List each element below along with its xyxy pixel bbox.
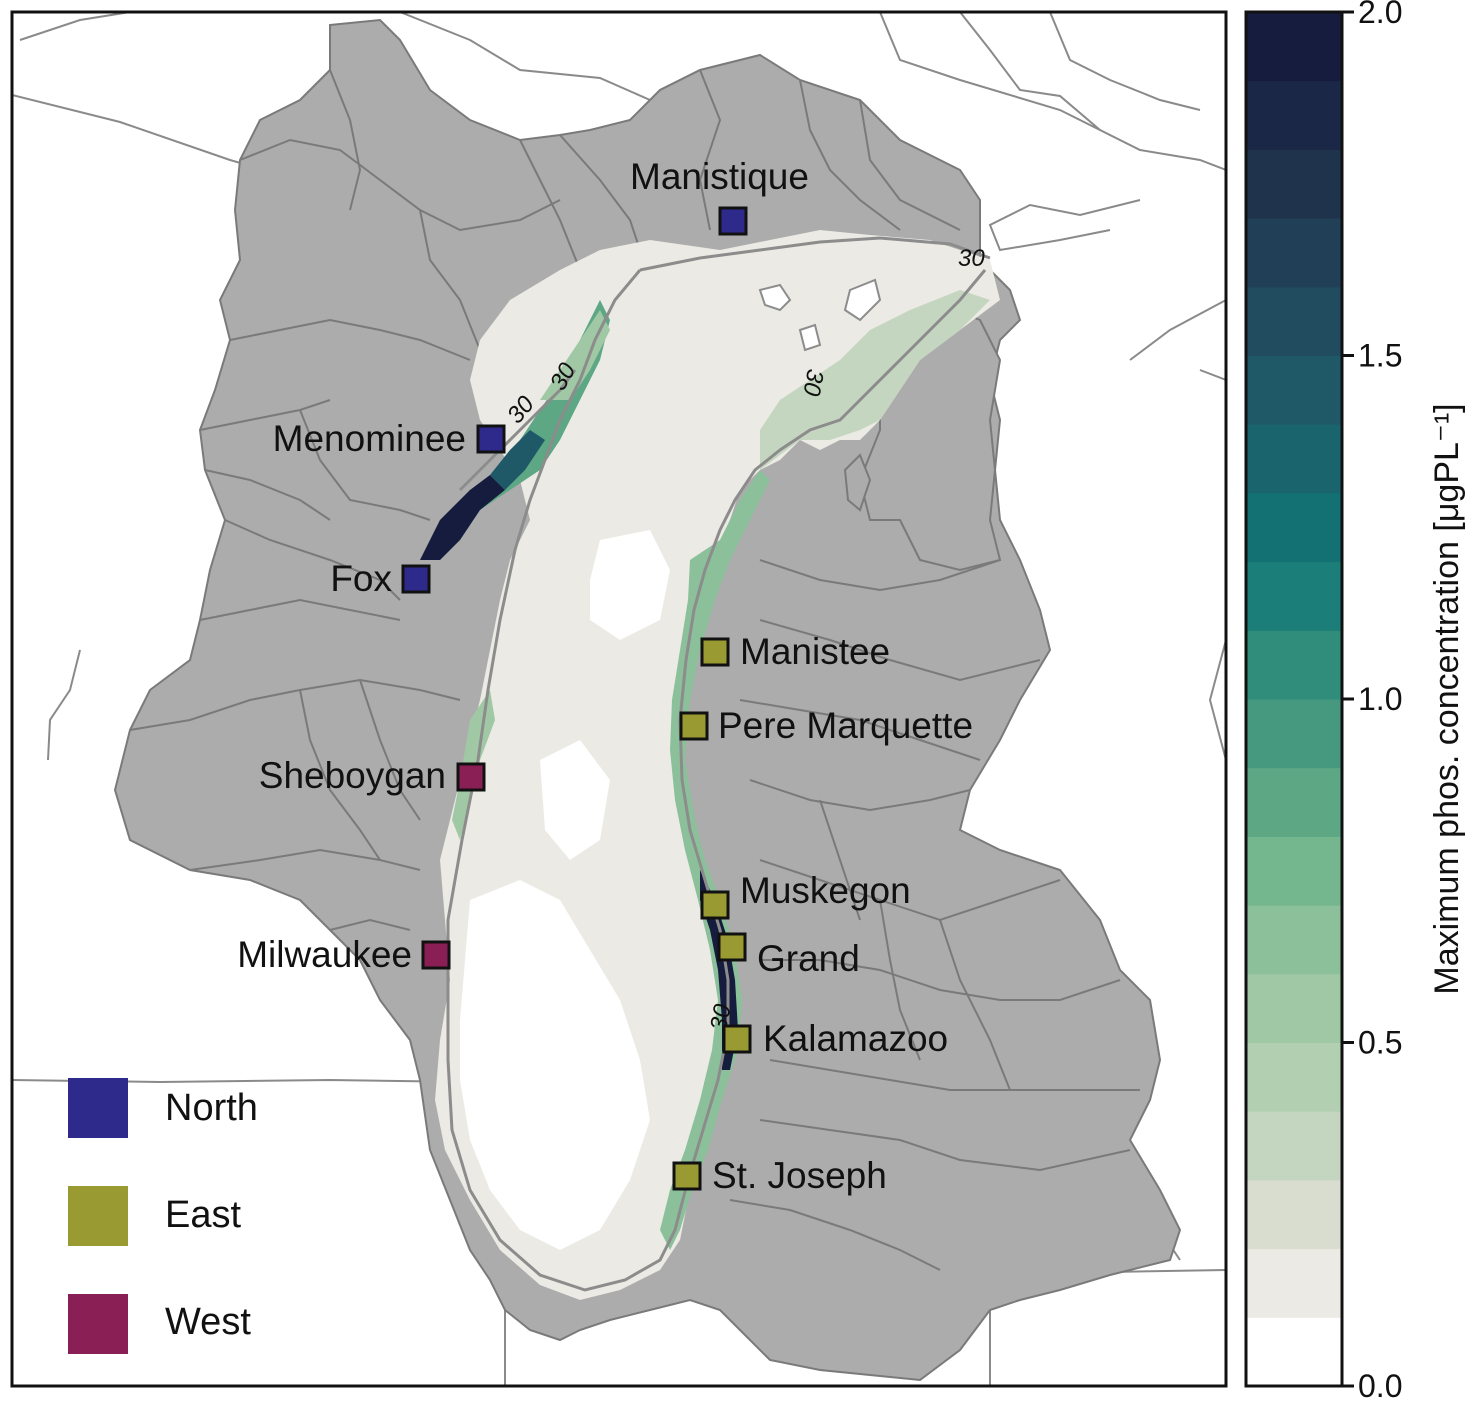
label-sheboygan: Sheboygan [259, 755, 446, 796]
colorbar-level [1246, 1111, 1342, 1181]
colorbar-level [1246, 1317, 1342, 1387]
colorbar-level [1246, 699, 1342, 769]
label-fox: Fox [330, 558, 392, 599]
colorbar-level [1246, 836, 1342, 906]
label-milwaukee: Milwaukee [237, 934, 412, 975]
colorbar-level [1246, 630, 1342, 700]
legend-swatch-north [68, 1078, 128, 1138]
colorbar-level [1246, 218, 1342, 288]
marker-manistique [718, 206, 748, 236]
label-kalamazoo: Kalamazoo [763, 1018, 948, 1059]
marker-muskegon [700, 890, 730, 920]
marker-menominee [476, 424, 506, 454]
colorbar-level [1246, 1179, 1342, 1250]
colorbar-level [1246, 492, 1342, 563]
colorbar-level [1246, 80, 1342, 150]
legend-label-east: East [165, 1194, 241, 1236]
label-pere-marquette: Pere Marquette [718, 705, 973, 746]
colorbar-label: Maximum phos. concentration [μgPL⁻¹] [1428, 403, 1466, 994]
colorbar-level [1246, 905, 1342, 975]
marker-grand [717, 932, 747, 962]
depth-contour-30 [446, 236, 991, 1292]
colorbar-tick-label: 1.5 [1358, 338, 1402, 374]
colorbar-tick-label: 1.0 [1358, 681, 1402, 717]
label-manistique: Manistique [630, 156, 809, 197]
legend-label-west: West [165, 1301, 251, 1343]
legend-swatch-east [68, 1186, 128, 1246]
map-frame [10, 10, 1228, 1388]
lake-michigan [420, 230, 1000, 1300]
label-manistee: Manistee [740, 631, 890, 672]
marker-milwaukee [421, 940, 451, 970]
legend-label-north: North [165, 1087, 258, 1129]
legend: North East West [68, 1078, 258, 1354]
colorbar-levels [1246, 12, 1342, 1387]
colorbar-level [1246, 767, 1342, 837]
contour-label: 30 [958, 245, 985, 272]
colorbar-level [1246, 561, 1342, 631]
marker-pere-marquette [679, 711, 709, 741]
legend-swatch-west [68, 1294, 128, 1354]
label-muskegon: Muskegon [740, 870, 911, 911]
colorbar: 0.0 0.5 1.0 1.5 2.0 Maximum phos. concentrat… [1244, 0, 1466, 1404]
colorbar-level [1246, 355, 1342, 425]
colorbar-tick-label: 2.0 [1358, 0, 1402, 30]
marker-st-joseph [672, 1161, 702, 1191]
colorbar-tick-label: 0.0 [1358, 1368, 1402, 1404]
label-grand: Grand [757, 938, 860, 979]
colorbar-level [1246, 149, 1342, 219]
colorbar-level [1246, 1042, 1342, 1112]
label-menominee: Menominee [273, 418, 466, 459]
colorbar-tick-label: 0.5 [1358, 1025, 1402, 1061]
marker-sheboygan [456, 762, 486, 792]
colorbar-level [1246, 12, 1342, 82]
colorbar-level [1246, 286, 1342, 356]
subwatershed-boundaries [129, 69, 1140, 1271]
colorbar-level [1246, 424, 1342, 494]
label-st-joseph: St. Joseph [712, 1155, 887, 1196]
map-panel: 30 30 30 30 30 Manistique Menominee Fox … [12, 12, 1226, 1386]
colorbar-level [1246, 973, 1342, 1043]
marker-fox [401, 564, 431, 594]
colorbar-level [1246, 1248, 1342, 1318]
marker-manistee [700, 637, 730, 667]
contour-label: 30 [797, 367, 828, 399]
colorbar-ticks: 0.0 0.5 1.0 1.5 2.0 [1342, 0, 1402, 1404]
river-labels: Manistique Menominee Fox Manistee Pere M… [237, 156, 973, 1196]
marker-kalamazoo [722, 1024, 752, 1054]
river-markers [401, 206, 752, 1191]
